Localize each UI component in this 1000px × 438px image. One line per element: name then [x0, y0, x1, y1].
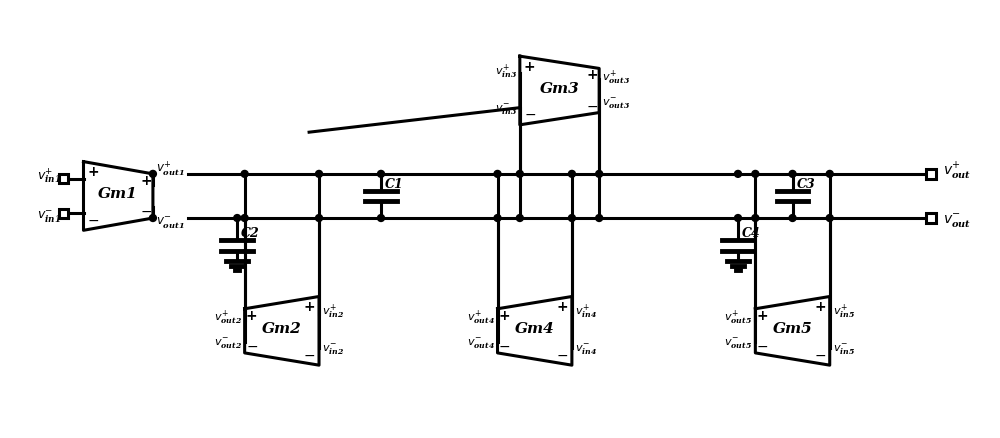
Circle shape — [735, 170, 741, 177]
Text: +: + — [524, 60, 536, 74]
Circle shape — [494, 215, 501, 222]
Circle shape — [234, 215, 241, 222]
Text: +: + — [499, 309, 510, 323]
Text: Gm4: Gm4 — [515, 322, 555, 336]
Text: $v_{\mathregular{out1}}^{+}$: $v_{\mathregular{out1}}^{+}$ — [156, 159, 185, 178]
Text: C1: C1 — [385, 178, 404, 191]
Circle shape — [241, 215, 248, 222]
Text: $v_{\mathregular{in4}}^{-}$: $v_{\mathregular{in4}}^{-}$ — [575, 343, 597, 357]
Text: $v_{\mathregular{in1}}^{-}$: $v_{\mathregular{in1}}^{-}$ — [37, 208, 61, 225]
Text: C3: C3 — [797, 178, 815, 191]
Text: +: + — [140, 174, 152, 188]
Text: $v_{\mathregular{out}}^{-}$: $v_{\mathregular{out}}^{-}$ — [943, 212, 971, 230]
Text: +: + — [756, 309, 768, 323]
Text: $v_{\mathregular{out4}}^{-}$: $v_{\mathregular{out4}}^{-}$ — [467, 337, 495, 351]
Circle shape — [789, 170, 796, 177]
Text: $v_{\mathregular{out5}}^{-}$: $v_{\mathregular{out5}}^{-}$ — [724, 337, 752, 351]
Circle shape — [752, 170, 759, 177]
Text: $v_{\mathregular{in5}}^{-}$: $v_{\mathregular{in5}}^{-}$ — [833, 343, 855, 357]
Text: $v_{\mathregular{in4}}^{+}$: $v_{\mathregular{in4}}^{+}$ — [575, 302, 597, 321]
Text: $v_{\mathregular{out1}}^{-}$: $v_{\mathregular{out1}}^{-}$ — [156, 215, 185, 231]
Text: $v_{\mathregular{out2}}^{+}$: $v_{\mathregular{out2}}^{+}$ — [214, 309, 242, 327]
Circle shape — [735, 215, 741, 222]
Bar — [59, 208, 68, 218]
Circle shape — [316, 170, 322, 177]
Circle shape — [826, 170, 833, 177]
Text: $v_{\mathregular{out2}}^{-}$: $v_{\mathregular{out2}}^{-}$ — [214, 337, 242, 351]
Circle shape — [789, 215, 796, 222]
Circle shape — [241, 170, 248, 177]
Circle shape — [378, 215, 384, 222]
Text: $v_{\mathregular{in2}}^{+}$: $v_{\mathregular{in2}}^{+}$ — [322, 302, 344, 321]
Bar — [926, 169, 936, 179]
Bar — [926, 213, 936, 223]
Text: Gm5: Gm5 — [773, 322, 812, 336]
Text: $-$: $-$ — [814, 347, 826, 361]
Text: +: + — [814, 300, 826, 314]
Text: +: + — [303, 300, 315, 314]
Circle shape — [568, 170, 575, 177]
Text: +: + — [88, 166, 99, 180]
Text: Gm2: Gm2 — [262, 322, 302, 336]
Circle shape — [516, 170, 523, 177]
Bar — [59, 174, 68, 183]
Text: +: + — [556, 300, 568, 314]
Text: $v_{\mathregular{in5}}^{+}$: $v_{\mathregular{in5}}^{+}$ — [833, 302, 855, 321]
Text: Gm1: Gm1 — [98, 187, 138, 201]
Text: +: + — [586, 68, 598, 82]
Text: $-$: $-$ — [556, 347, 568, 361]
Text: $-$: $-$ — [303, 347, 315, 361]
Text: $v_{\mathregular{out5}}^{+}$: $v_{\mathregular{out5}}^{+}$ — [724, 309, 752, 327]
Text: $v_{\mathregular{out4}}^{+}$: $v_{\mathregular{out4}}^{+}$ — [467, 309, 495, 327]
Text: $-$: $-$ — [87, 212, 99, 226]
Text: $v_{\mathregular{in3}}^{-}$: $v_{\mathregular{in3}}^{-}$ — [495, 102, 517, 117]
Circle shape — [596, 215, 603, 222]
Text: $-$: $-$ — [756, 339, 768, 353]
Circle shape — [516, 215, 523, 222]
Circle shape — [568, 215, 575, 222]
Text: Gm3: Gm3 — [540, 81, 579, 95]
Text: $-$: $-$ — [498, 339, 511, 353]
Circle shape — [149, 215, 156, 222]
Circle shape — [149, 170, 156, 177]
Text: $v_{\mathregular{in1}}^{+}$: $v_{\mathregular{in1}}^{+}$ — [37, 166, 61, 185]
Text: $v_{\mathregular{out3}}^{-}$: $v_{\mathregular{out3}}^{-}$ — [602, 96, 630, 110]
Text: $-$: $-$ — [524, 107, 536, 121]
Circle shape — [596, 170, 603, 177]
Text: C2: C2 — [241, 227, 260, 240]
Text: $-$: $-$ — [246, 339, 258, 353]
Circle shape — [316, 215, 322, 222]
Circle shape — [494, 170, 501, 177]
Text: $-$: $-$ — [140, 204, 152, 218]
Text: $v_{\mathregular{in3}}^{+}$: $v_{\mathregular{in3}}^{+}$ — [495, 62, 517, 81]
Text: C4: C4 — [742, 227, 761, 240]
Text: $v_{\mathregular{out}}^{+}$: $v_{\mathregular{out}}^{+}$ — [943, 160, 971, 182]
Text: $-$: $-$ — [586, 99, 598, 113]
Text: +: + — [246, 309, 257, 323]
Text: $v_{\mathregular{out3}}^{+}$: $v_{\mathregular{out3}}^{+}$ — [602, 68, 630, 87]
Circle shape — [752, 215, 759, 222]
Text: $v_{\mathregular{in2}}^{-}$: $v_{\mathregular{in2}}^{-}$ — [322, 343, 344, 357]
Circle shape — [826, 215, 833, 222]
Circle shape — [378, 170, 384, 177]
